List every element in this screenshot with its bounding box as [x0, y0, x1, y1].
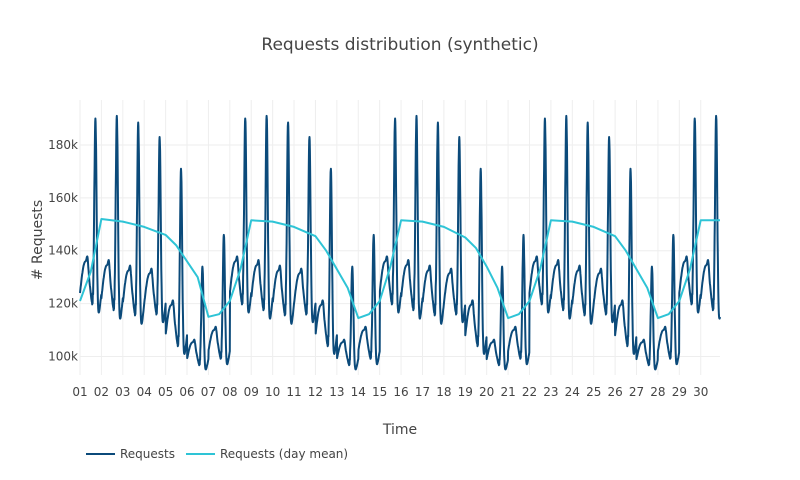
x-tick-label: 21 [500, 385, 515, 399]
x-tick-label: 11 [286, 385, 301, 399]
y-tick-label: 120k [48, 297, 78, 311]
x-tick-label: 16 [393, 385, 408, 399]
x-tick-label: 23 [543, 385, 558, 399]
x-tick-label: 20 [479, 385, 494, 399]
y-axis: 100k 120k 140k 160k 180k [48, 138, 78, 364]
x-tick-label: 07 [201, 385, 216, 399]
chart-title: Requests distribution (synthetic) [261, 35, 538, 55]
y-axis-title: # Requests [30, 200, 46, 280]
plot-area [79, 114, 721, 371]
x-tick-label: 03 [115, 385, 130, 399]
x-tick-label: 17 [415, 385, 430, 399]
y-tick-label: 180k [48, 138, 78, 152]
legend-label-requests: Requests [120, 447, 175, 461]
x-tick-label: 27 [629, 385, 644, 399]
y-tick-label: 100k [48, 349, 78, 363]
x-tick-label: 29 [672, 385, 687, 399]
y-tick-label: 160k [48, 191, 78, 205]
x-tick-label: 08 [222, 385, 237, 399]
x-tick-label: 30 [693, 385, 708, 399]
x-tick-label: 19 [458, 385, 473, 399]
x-tick-label: 09 [244, 385, 259, 399]
x-tick-label: 24 [565, 385, 580, 399]
x-tick-label: 13 [329, 385, 344, 399]
x-axis-title: Time [382, 422, 417, 438]
x-tick-label: 01 [72, 385, 87, 399]
x-tick-label: 14 [351, 385, 366, 399]
x-tick-label: 25 [586, 385, 601, 399]
x-tick-label: 04 [137, 385, 152, 399]
x-tick-label: 05 [158, 385, 173, 399]
legend-label-day-mean: Requests (day mean) [220, 447, 348, 461]
x-tick-label: 02 [94, 385, 109, 399]
x-axis: 01 02 03 04 05 06 07 08 09 10 11 12 13 14 15 16 17 18 19 20… [72, 385, 708, 399]
series-line-requests [79, 114, 721, 371]
x-tick-label: 22 [522, 385, 537, 399]
x-tick-label: 10 [265, 385, 280, 399]
legend: Requests Requests (day mean) [86, 447, 348, 461]
x-tick-label: 26 [607, 385, 622, 399]
x-tick-label: 18 [436, 385, 451, 399]
x-tick-label: 06 [179, 385, 194, 399]
x-tick-label: 12 [308, 385, 323, 399]
series-line-day-mean [79, 218, 720, 320]
x-tick-label: 28 [650, 385, 665, 399]
x-tick-label: 15 [372, 385, 387, 399]
y-tick-label: 140k [48, 244, 78, 258]
